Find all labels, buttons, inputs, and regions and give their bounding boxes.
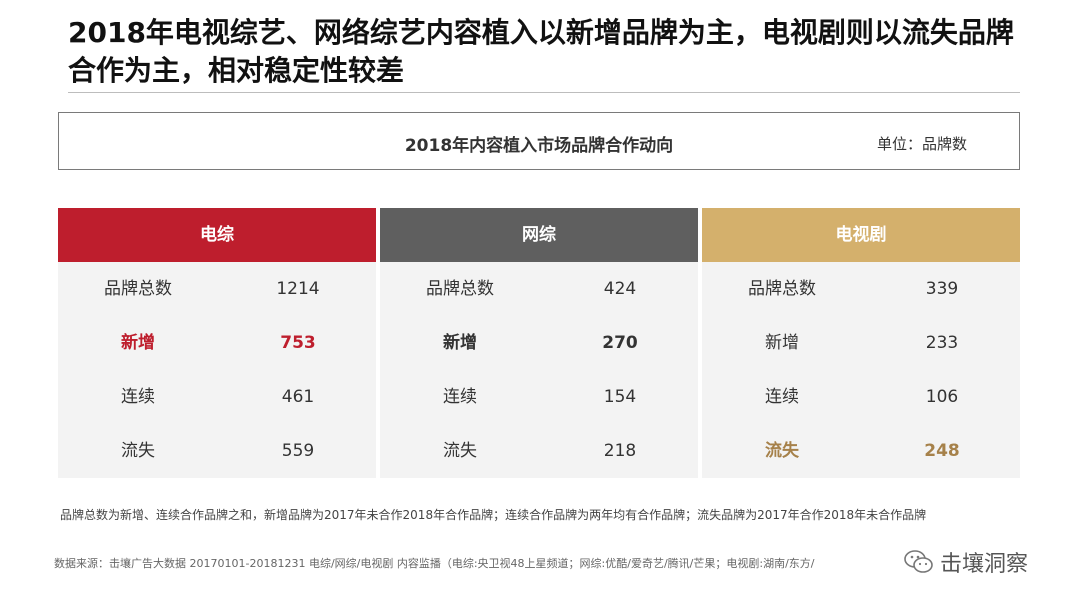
data-source: 数据来源：击壤广告大数据 20170101-20181231 电综/网综/电视剧… bbox=[54, 557, 815, 570]
row-new: 新增 270 bbox=[380, 316, 698, 370]
headline-divider bbox=[68, 92, 1020, 93]
row-value: 1214 bbox=[276, 279, 320, 299]
row-lost: 流失 559 bbox=[58, 424, 376, 478]
row-value: 218 bbox=[603, 441, 637, 461]
panel-header-tv-variety: 电综 bbox=[58, 208, 376, 262]
panel-header-tv-drama: 电视剧 bbox=[702, 208, 1020, 262]
panel-net-variety: 网综 品牌总数 424 新增 270 连续 154 流失 218 bbox=[380, 208, 698, 478]
row-new: 新增 753 bbox=[58, 316, 376, 370]
chart-title-box: 2018年内容植入市场品牌合作动向 单位：品牌数 bbox=[58, 112, 1020, 170]
row-total: 品牌总数 339 bbox=[702, 262, 1020, 316]
panel-body: 品牌总数 1214 新增 753 连续 461 流失 559 bbox=[58, 262, 376, 478]
row-continuing: 连续 154 bbox=[380, 370, 698, 424]
row-value: 154 bbox=[603, 387, 637, 407]
row-total: 品牌总数 424 bbox=[380, 262, 698, 316]
row-lost: 流失 218 bbox=[380, 424, 698, 478]
wechat-icon bbox=[904, 550, 933, 573]
row-label: 流失 bbox=[443, 441, 477, 461]
row-label: 新增 bbox=[443, 333, 477, 353]
row-label: 新增 bbox=[765, 333, 799, 353]
row-label: 连续 bbox=[443, 387, 477, 407]
panel-body: 品牌总数 339 新增 233 连续 106 流失 248 bbox=[702, 262, 1020, 478]
row-label: 新增 bbox=[121, 333, 155, 353]
row-continuing: 连续 106 bbox=[702, 370, 1020, 424]
watermark: 击壤洞察 bbox=[900, 546, 1033, 578]
row-label: 流失 bbox=[765, 441, 799, 461]
row-label: 品牌总数 bbox=[426, 279, 494, 299]
watermark-text: 击壤洞察 bbox=[940, 552, 1029, 577]
row-value: 339 bbox=[925, 279, 959, 299]
row-value: 233 bbox=[925, 333, 959, 353]
panel-body: 品牌总数 424 新增 270 连续 154 流失 218 bbox=[380, 262, 698, 478]
row-label: 品牌总数 bbox=[104, 279, 172, 299]
row-value: 248 bbox=[924, 441, 960, 461]
row-total: 品牌总数 1214 bbox=[58, 262, 376, 316]
row-new: 新增 233 bbox=[702, 316, 1020, 370]
row-lost: 流失 248 bbox=[702, 424, 1020, 478]
row-label: 流失 bbox=[121, 441, 155, 461]
definition-note: 品牌总数为新增、连续合作品牌之和，新增品牌为2017年未合作2018年合作品牌；… bbox=[60, 508, 927, 522]
row-continuing: 连续 461 bbox=[58, 370, 376, 424]
panel-tv-variety: 电综 品牌总数 1214 新增 753 连续 461 流失 559 bbox=[58, 208, 376, 478]
panel-header-net-variety: 网综 bbox=[380, 208, 698, 262]
panel-tv-drama: 电视剧 品牌总数 339 新增 233 连续 106 流失 248 bbox=[702, 208, 1020, 478]
row-value: 461 bbox=[281, 387, 315, 407]
row-label: 品牌总数 bbox=[748, 279, 816, 299]
row-value: 753 bbox=[280, 333, 316, 353]
row-value: 106 bbox=[925, 387, 959, 407]
page-headline: 2018年电视综艺、网络综艺内容植入以新增品牌为主，电视剧则以流失品牌合作为主，… bbox=[68, 16, 1014, 87]
chart-title: 2018年内容植入市场品牌合作动向 bbox=[404, 136, 674, 156]
row-label: 连续 bbox=[121, 387, 155, 407]
row-value: 270 bbox=[602, 333, 638, 353]
row-value: 424 bbox=[603, 279, 637, 299]
row-label: 连续 bbox=[765, 387, 799, 407]
row-value: 559 bbox=[281, 441, 315, 461]
unit-label: 单位：品牌数 bbox=[876, 135, 967, 153]
